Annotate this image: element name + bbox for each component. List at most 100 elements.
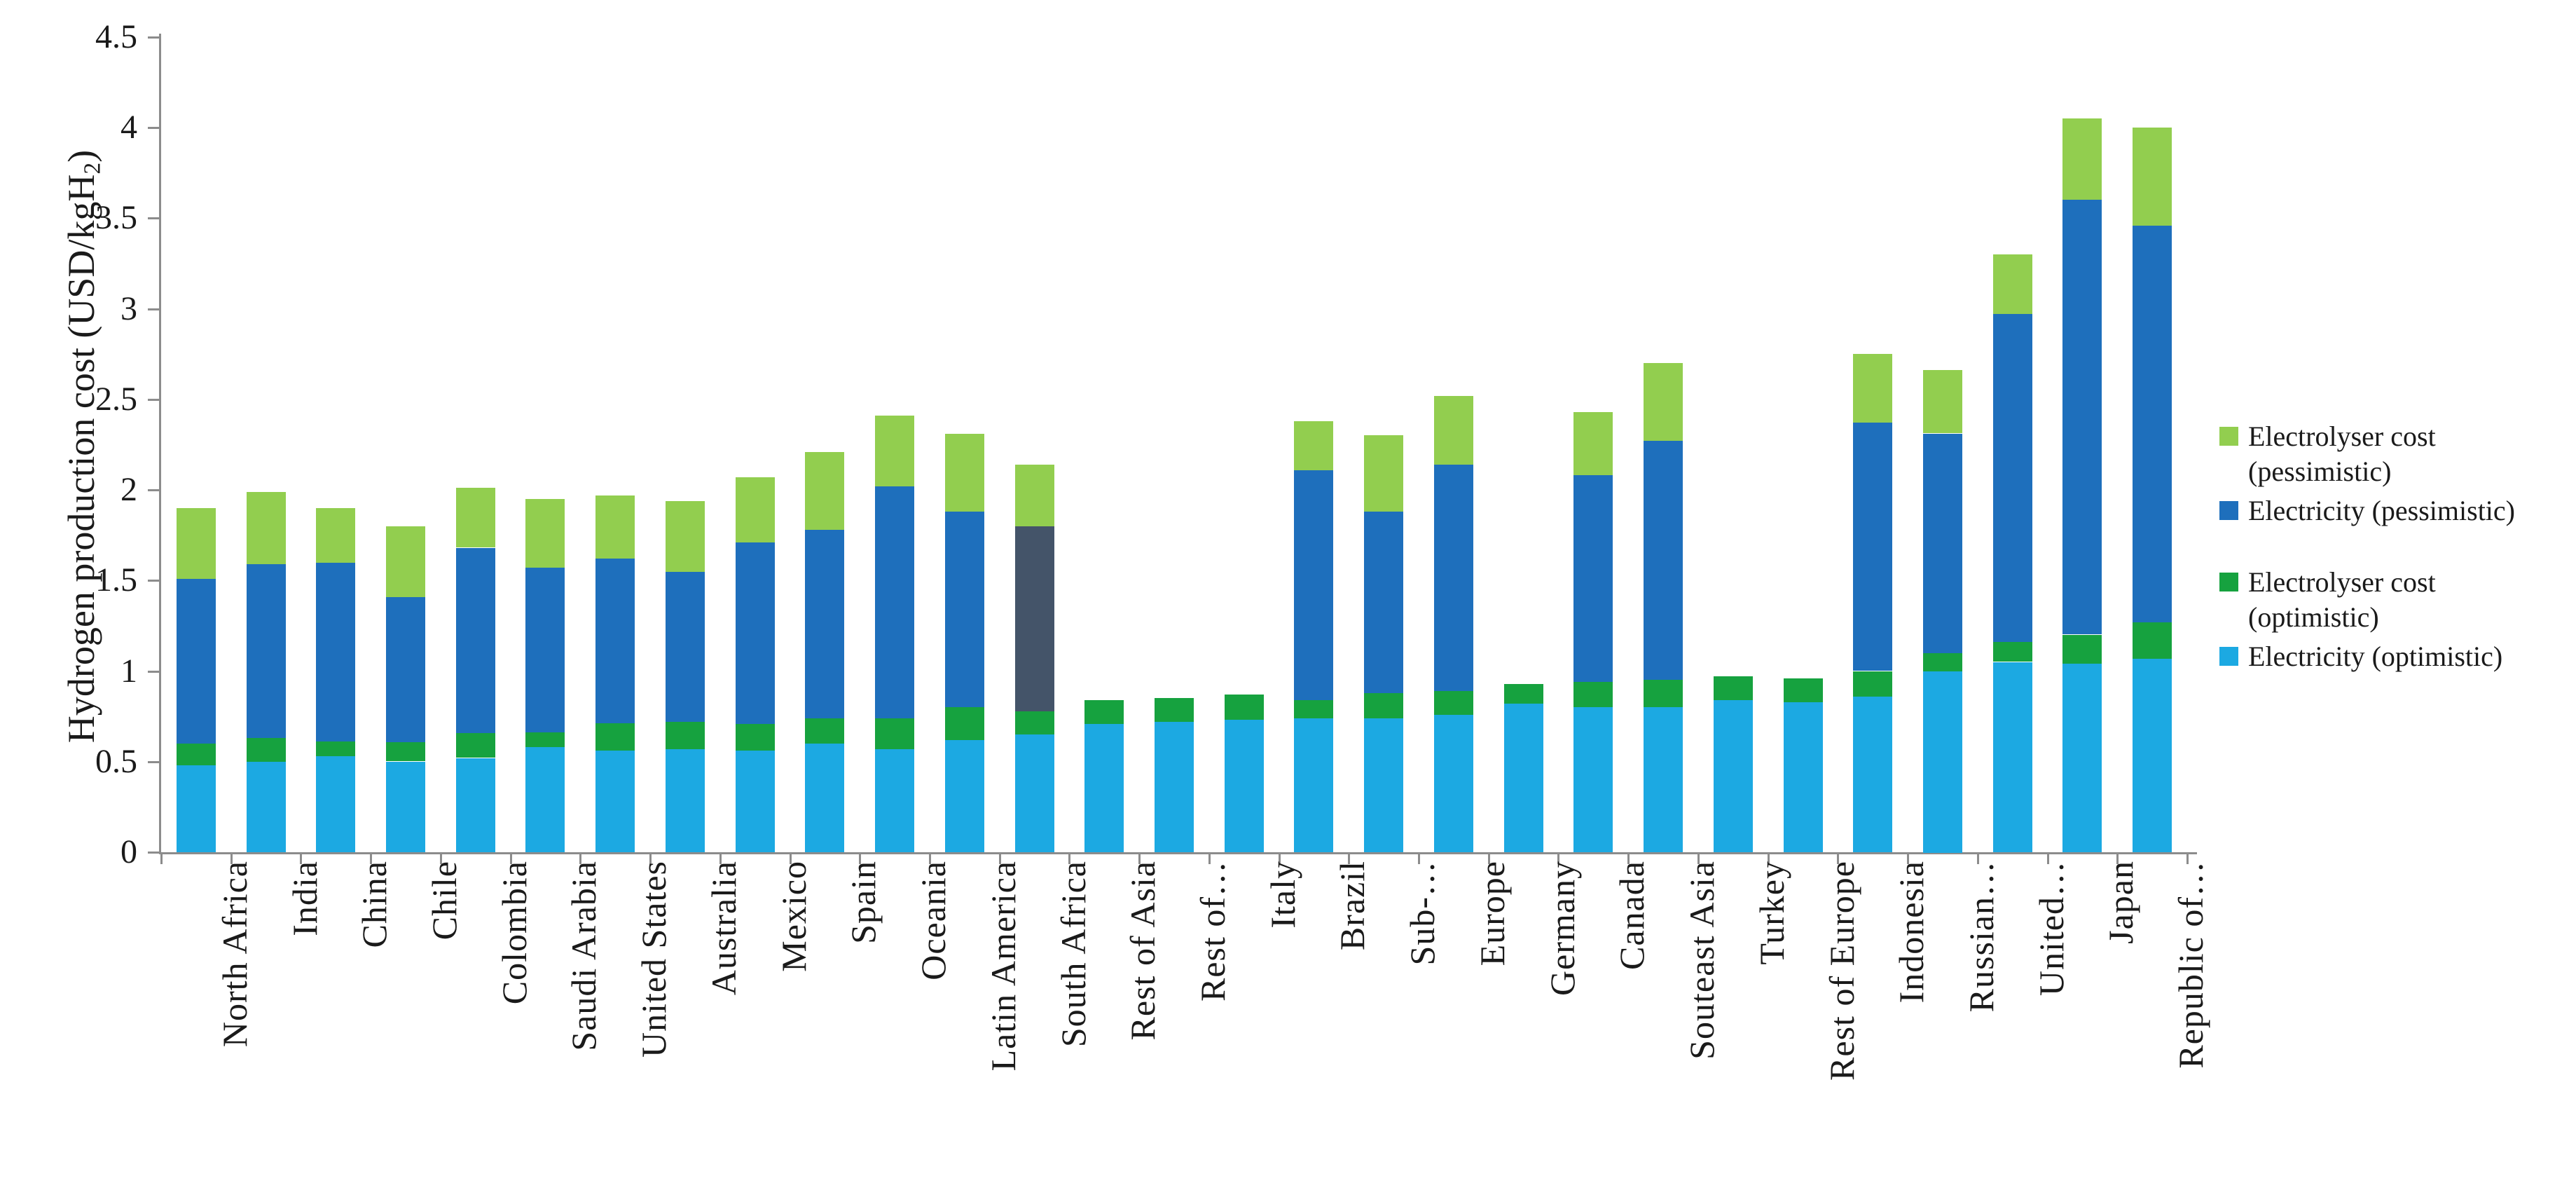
bar-segment-electricity-pessimistic (2062, 200, 2102, 634)
bar-segment-electricity-pessimistic (1015, 526, 1054, 711)
x-tick-label: Chile (425, 861, 464, 941)
y-axis-title-subscript: 2 (79, 162, 106, 175)
bar-segment-electrolyser-optimistic (1225, 695, 1264, 720)
legend-label-line: Electricity (pessimistic) (2248, 495, 2515, 526)
bar-segment-electricity-optimistic (386, 762, 425, 852)
x-axis-tick (719, 852, 722, 864)
x-tick-label: Rest of Europe (1822, 861, 1861, 1081)
x-axis-tick (2186, 852, 2189, 864)
legend: Electrolyser cost (pessimistic) Electricit… (2219, 419, 2573, 678)
bar-segment-electrolyser-optimistic (736, 723, 775, 751)
x-tick-label: Germany (1543, 861, 1582, 997)
legend-label-line: Electrolyser cost (2248, 420, 2436, 452)
legend-swatch-icon (2219, 573, 2238, 592)
y-axis-tick (148, 580, 159, 582)
bar-segment-electrolyser-optimistic (2062, 635, 2102, 664)
x-tick-label: Rest of… (1193, 861, 1232, 1002)
bar-segment-electricity-pessimistic (1923, 434, 1962, 653)
bar-segment-electrolyser-pessimistic (456, 488, 495, 547)
bar-segment-electricity-optimistic (1853, 697, 1892, 852)
bar-segment-electrolyser-optimistic (1993, 642, 2032, 662)
y-tick-label: 4.5 (95, 18, 137, 55)
x-tick-label: Mexico (774, 861, 813, 972)
bar-segment-electrolyser-pessimistic (1923, 370, 1962, 433)
legend-label: Electricity (optimistic) (2248, 639, 2502, 674)
bar-segment-electrolyser-pessimistic (177, 508, 216, 579)
x-axis-tick (300, 852, 302, 864)
y-tick-label: 2.5 (95, 381, 137, 418)
bar-segment-electricity-optimistic (2133, 658, 2172, 852)
x-tick-label: Latin America (984, 861, 1023, 1072)
legend-label: Electricity (pessimistic) (2248, 493, 2515, 528)
x-tick-label: Turkey (1752, 861, 1791, 965)
bar-segment-electrolyser-pessimistic (386, 526, 425, 597)
bar-segment-electricity-optimistic (1644, 707, 1683, 852)
bar-segment-electricity-pessimistic (1434, 465, 1473, 691)
bar-segment-electricity-pessimistic (456, 548, 495, 733)
y-axis-tick (148, 217, 159, 219)
bar-segment-electricity-optimistic (177, 765, 216, 852)
bar-segment-electricity-optimistic (247, 762, 286, 852)
x-tick-label: Russian… (1962, 861, 2001, 1013)
bar-segment-electrolyser-optimistic (456, 732, 495, 758)
x-tick-label: India (285, 861, 324, 936)
x-axis-tick (1697, 852, 1700, 864)
bar-segment-electrolyser-optimistic (875, 718, 914, 749)
bar-segment-electricity-pessimistic (1853, 423, 1892, 671)
x-axis-tick (1907, 852, 1909, 864)
bar-segment-electrolyser-optimistic (1294, 700, 1333, 718)
x-axis-tick (1977, 852, 1979, 864)
x-axis-tick (649, 852, 652, 864)
bar-segment-electricity-pessimistic (1364, 512, 1403, 693)
x-tick-label: Republic of… (2171, 861, 2210, 1069)
y-axis-tick (148, 852, 159, 854)
bar-segment-electrolyser-optimistic (1084, 700, 1124, 724)
legend-label-line: Electrolyser cost (2248, 566, 2436, 598)
bar-segment-electrolyser-pessimistic (875, 416, 914, 486)
x-axis-tick (2047, 852, 2049, 864)
bar-segment-electrolyser-pessimistic (1015, 465, 1054, 526)
y-tick-label: 1 (120, 652, 137, 690)
legend-label-line: (pessimistic) (2248, 456, 2392, 487)
bar-segment-electricity-pessimistic (875, 486, 914, 718)
legend-item-electricity-optimistic: Electricity (optimistic) (2219, 639, 2573, 674)
x-axis-tick (230, 852, 233, 864)
bar-segment-electrolyser-pessimistic (1573, 412, 1613, 475)
y-axis-tick (148, 36, 159, 39)
x-tick-label: South Africa (1054, 861, 1093, 1048)
bar-segment-electricity-optimistic (595, 751, 635, 852)
x-tick-label: Europe (1473, 861, 1512, 966)
bar-segment-electrolyser-pessimistic (1364, 435, 1403, 512)
y-axis-tick (148, 127, 159, 129)
bar-segment-electricity-optimistic (736, 751, 775, 852)
legend-item-electrolyser-optimistic: Electrolyser cost (optimistic) (2219, 565, 2573, 635)
x-axis-tick (160, 852, 163, 864)
bar-segment-electricity-optimistic (945, 740, 984, 852)
bar-segment-electricity-optimistic (1573, 707, 1613, 852)
bar-segment-electricity-optimistic (666, 749, 705, 852)
x-axis-tick (1138, 852, 1141, 864)
x-tick-label: Rest of Asia (1123, 861, 1162, 1041)
bar-segment-electricity-optimistic (1784, 702, 1823, 852)
y-tick-label: 0 (120, 833, 137, 870)
y-axis-title-suffix: ) (60, 149, 102, 163)
bar-segment-electricity-pessimistic (247, 564, 286, 738)
legend-swatch-icon (2219, 647, 2238, 666)
bar-segment-electrolyser-optimistic (1644, 680, 1683, 707)
x-tick-label: Souteast Asia (1682, 861, 1721, 1060)
x-tick-label: North Africa (215, 861, 254, 1048)
bar-segment-electrolyser-pessimistic (316, 508, 355, 563)
y-tick-label: 1.5 (95, 561, 137, 599)
x-tick-label: Japan (2101, 861, 2140, 944)
x-tick-label: China (354, 861, 394, 948)
bar-segment-electricity-pessimistic (316, 562, 355, 741)
y-axis-tick (148, 489, 159, 491)
bar-segment-electricity-pessimistic (177, 579, 216, 744)
bar-segment-electrolyser-pessimistic (1294, 421, 1333, 470)
bar-segment-electricity-optimistic (1084, 723, 1124, 852)
legend-item-electricity-pessimistic: Electricity (pessimistic) (2219, 493, 2573, 528)
bar-segment-electricity-pessimistic (736, 542, 775, 724)
bar-segment-electricity-pessimistic (945, 512, 984, 707)
bar-segment-electrolyser-optimistic (1504, 684, 1543, 704)
